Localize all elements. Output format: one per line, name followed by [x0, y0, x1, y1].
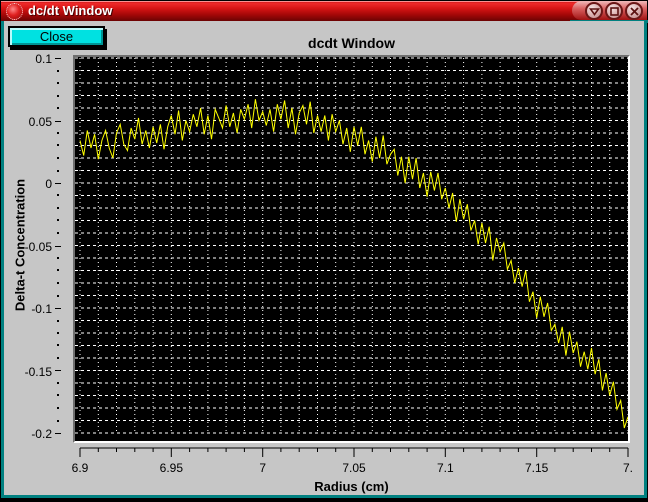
y-minor-tick — [57, 95, 59, 97]
y-minor-tick — [57, 207, 59, 209]
data-series-line — [79, 99, 628, 429]
y-major-tick — [55, 246, 61, 247]
y-minor-tick — [57, 407, 59, 409]
y-minor-tick — [57, 382, 59, 384]
y-minor-tick — [57, 70, 59, 72]
y-minor-tick — [57, 132, 59, 134]
y-minor-tick — [57, 194, 59, 196]
x-tick-label: 7 — [259, 461, 266, 475]
y-minor-tick — [57, 295, 59, 297]
maximize-button[interactable] — [605, 2, 623, 20]
dotted-globe-icon — [6, 3, 23, 20]
x-tick-label: 7.15 — [524, 461, 549, 475]
y-minor-tick — [57, 170, 59, 172]
y-tick-label: 0 — [45, 177, 52, 191]
y-minor-tick — [57, 144, 59, 146]
y-major-tick — [55, 183, 61, 184]
y-minor-tick — [57, 320, 59, 322]
y-major-tick — [55, 308, 61, 309]
y-minor-tick — [57, 420, 59, 422]
close-x-icon — [629, 6, 640, 17]
y-minor-tick — [57, 269, 59, 271]
y-minor-tick — [57, 157, 59, 159]
x-tick-label: 7.05 — [342, 461, 366, 475]
chevron-down-icon — [588, 6, 600, 17]
y-minor-tick — [57, 232, 59, 234]
y-major-tick — [55, 370, 61, 371]
y-tick-label: 0.05 — [28, 114, 52, 129]
plot-title: dcdt Window — [308, 35, 395, 51]
y-major-tick — [55, 121, 61, 122]
plot-area — [73, 55, 630, 443]
y-tick-label: -0.15 — [24, 364, 52, 379]
y-tick-label: -0.1 — [31, 302, 52, 316]
x-axis-title: Radius (cm) — [314, 479, 389, 494]
x-tick-label: 7. — [622, 461, 633, 475]
x-tick-label: 7.1 — [436, 461, 454, 475]
y-tick-label: -0.05 — [24, 239, 52, 254]
y-minor-tick — [57, 282, 59, 284]
y-major-tick — [55, 58, 61, 59]
y-minor-tick — [57, 107, 59, 109]
shade-button[interactable] — [585, 2, 603, 20]
plot-canvas — [75, 57, 628, 434]
y-minor-tick — [57, 344, 59, 346]
y-minor-tick — [57, 257, 59, 259]
titlebar[interactable]: dc/dt Window — [1, 1, 647, 21]
x-tick-label: 6.95 — [159, 461, 183, 475]
y-tick-label: -0.2 — [31, 427, 52, 441]
client-area: Close dcdt Window Delta-t Concentration … — [1, 21, 647, 498]
y-minor-tick — [57, 82, 59, 84]
y-minor-tick — [57, 394, 59, 396]
maximize-icon — [609, 6, 620, 17]
y-minor-tick — [57, 332, 59, 334]
y-minor-tick — [57, 357, 59, 359]
x-axis-ruler — [79, 447, 629, 457]
close-button[interactable] — [625, 2, 643, 20]
y-minor-tick — [57, 219, 59, 221]
close-window-button[interactable]: Close — [8, 26, 105, 47]
window-title: dc/dt Window — [28, 3, 113, 18]
y-major-tick — [55, 433, 61, 434]
y-tick-label: 0.1 — [35, 52, 52, 66]
x-tick-label: 6.9 — [71, 461, 89, 475]
